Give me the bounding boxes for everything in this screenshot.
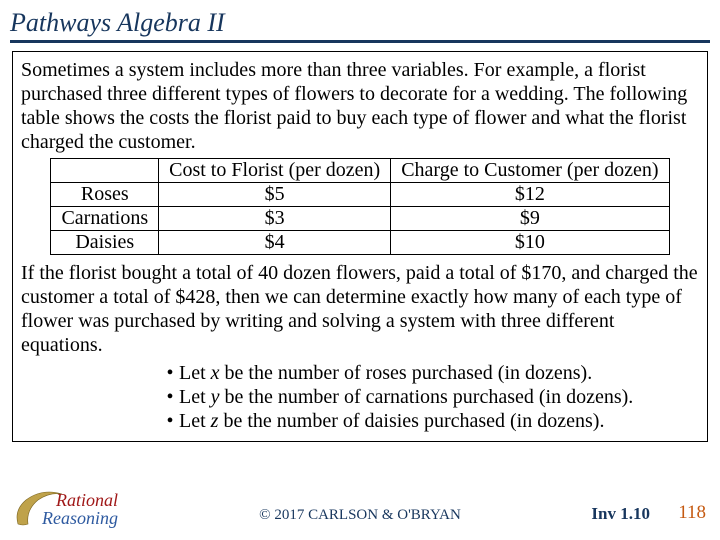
bullet-text: Let y be the number of carnations purcha… bbox=[179, 385, 633, 409]
bullet-dot-icon: • bbox=[161, 385, 179, 409]
bullet-dot-icon: • bbox=[161, 409, 179, 433]
page-title: Pathways Algebra II bbox=[10, 8, 710, 40]
table-cell: Daisies bbox=[51, 231, 159, 255]
table-row: Daisies $4 $10 bbox=[51, 231, 669, 255]
bullet-text: Let z be the number of daisies purchased… bbox=[179, 409, 604, 433]
table-header-row: Cost to Florist (per dozen) Charge to Cu… bbox=[51, 159, 669, 183]
bullet-post: be the number of daisies purchased (in d… bbox=[218, 410, 604, 432]
bullet-pre: Let bbox=[179, 410, 211, 432]
bullet-post: be the number of roses purchased (in doz… bbox=[220, 362, 593, 384]
bullet-item: • Let x be the number of roses purchased… bbox=[161, 361, 699, 385]
table-cell: Carnations bbox=[51, 207, 159, 231]
bullet-pre: Let bbox=[179, 386, 211, 408]
table-cell: $9 bbox=[391, 207, 669, 231]
page-number: 118 bbox=[678, 502, 706, 524]
footer: Rational Reasoning © 2017 CARLSON & O'BR… bbox=[0, 494, 720, 534]
content-box: Sometimes a system includes more than th… bbox=[12, 51, 708, 442]
table-cell: $3 bbox=[159, 207, 391, 231]
table-row: Roses $5 $12 bbox=[51, 183, 669, 207]
table-cell: $5 bbox=[159, 183, 391, 207]
variable-definitions: • Let x be the number of roses purchased… bbox=[161, 361, 699, 433]
bullet-pre: Let bbox=[179, 362, 211, 384]
table-header-cell: Cost to Florist (per dozen) bbox=[159, 159, 391, 183]
table-cell: Roses bbox=[51, 183, 159, 207]
table-row: Carnations $3 $9 bbox=[51, 207, 669, 231]
title-underline bbox=[10, 40, 710, 43]
table-header-cell bbox=[51, 159, 159, 183]
table-cell: $12 bbox=[391, 183, 669, 207]
body-paragraph-2: If the florist bought a total of 40 doze… bbox=[21, 261, 699, 357]
table-header-cell: Charge to Customer (per dozen) bbox=[391, 159, 669, 183]
bullet-var: y bbox=[211, 386, 220, 408]
bullet-dot-icon: • bbox=[161, 361, 179, 385]
bullet-item: • Let z be the number of daisies purchas… bbox=[161, 409, 699, 433]
table-cell: $10 bbox=[391, 231, 669, 255]
bullet-text: Let x be the number of roses purchased (… bbox=[179, 361, 592, 385]
table-cell: $4 bbox=[159, 231, 391, 255]
intro-paragraph: Sometimes a system includes more than th… bbox=[21, 58, 699, 154]
inv-label: Inv 1.10 bbox=[591, 504, 650, 524]
bullet-item: • Let y be the number of carnations purc… bbox=[161, 385, 699, 409]
bullet-var: x bbox=[211, 362, 220, 384]
cost-table: Cost to Florist (per dozen) Charge to Cu… bbox=[50, 158, 669, 255]
bullet-post: be the number of carnations purchased (i… bbox=[220, 386, 634, 408]
